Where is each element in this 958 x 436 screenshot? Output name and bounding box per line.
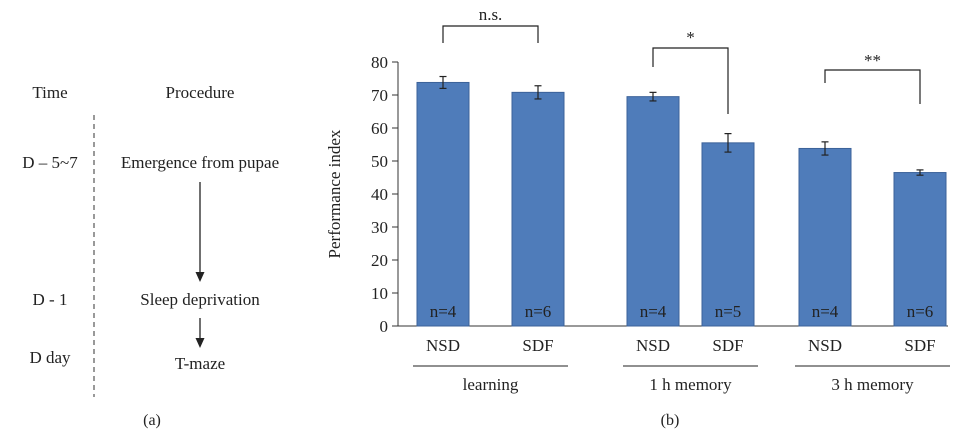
y-tick-label: 80 (371, 53, 388, 72)
x-tick-label: NSD (426, 336, 460, 355)
error-bars (439, 75, 924, 176)
group-label: learning (463, 375, 519, 394)
procedure-column-header: Procedure (166, 83, 235, 102)
y-tick-label: 60 (371, 119, 388, 138)
bar (626, 96, 680, 327)
bar (416, 81, 470, 327)
x-tick-label: SDF (712, 336, 743, 355)
y-tick-label: 40 (371, 185, 388, 204)
significance-bracket (442, 25, 539, 43)
time-row-1: D – 5~7 (22, 153, 78, 172)
time-row-2: D - 1 (33, 290, 68, 309)
y-tick-label: 10 (371, 284, 388, 303)
bar (798, 147, 852, 327)
sample-size-label: n=6 (907, 302, 934, 321)
significance-label: n.s. (479, 5, 503, 24)
sample-size-label: n=4 (640, 302, 667, 321)
y-ticks: 0 10 20 30 40 50 60 70 80 (371, 53, 398, 336)
y-tick-label: 70 (371, 86, 388, 105)
sample-size-label: n=4 (430, 302, 457, 321)
arrow-head-1 (195, 272, 205, 282)
time-column-header: Time (32, 83, 67, 102)
group-label: 3 h memory (831, 375, 914, 394)
sample-size-label: n=4 (812, 302, 839, 321)
y-tick-label: 30 (371, 218, 388, 237)
bar (511, 91, 565, 327)
time-row-3: D day (29, 348, 71, 367)
bar (701, 142, 755, 327)
panel-b-label: (b) (661, 412, 680, 429)
significance-label: * (686, 28, 695, 47)
y-tick-label: 20 (371, 251, 388, 270)
significance-bracket (652, 47, 729, 114)
x-tick-label: NSD (808, 336, 842, 355)
y-tick-label: 0 (380, 317, 389, 336)
bars (416, 81, 947, 327)
sample-size-label: n=5 (715, 302, 742, 321)
x-tick-label: SDF (522, 336, 553, 355)
group-labels: learning 1 h memory 3 h memory (413, 365, 950, 394)
procedure-row-3: T-maze (175, 354, 225, 373)
y-tick-label: 50 (371, 152, 388, 171)
x-tick-label: NSD (636, 336, 670, 355)
timeline-panel: Time Procedure D – 5~7 Emergence from pu… (22, 83, 279, 429)
group-label: 1 h memory (649, 375, 732, 394)
arrow-head-2 (195, 338, 205, 348)
x-tick-label: SDF (904, 336, 935, 355)
procedure-row-2: Sleep deprivation (140, 290, 260, 309)
x-tick-labels: NSD SDF NSD SDF NSD SDF (426, 336, 936, 355)
significance-label: ** (864, 51, 881, 70)
significance-bracket (824, 69, 921, 104)
sample-size-label: n=6 (525, 302, 552, 321)
y-axis-label: Performance index (325, 129, 344, 258)
n-labels: n=4 n=6 n=4 n=5 n=4 n=6 (430, 302, 934, 321)
procedure-row-1: Emergence from pupae (121, 153, 279, 172)
significance-brackets: n.s.*** (442, 5, 921, 114)
panel-a-label: (a) (143, 412, 161, 429)
